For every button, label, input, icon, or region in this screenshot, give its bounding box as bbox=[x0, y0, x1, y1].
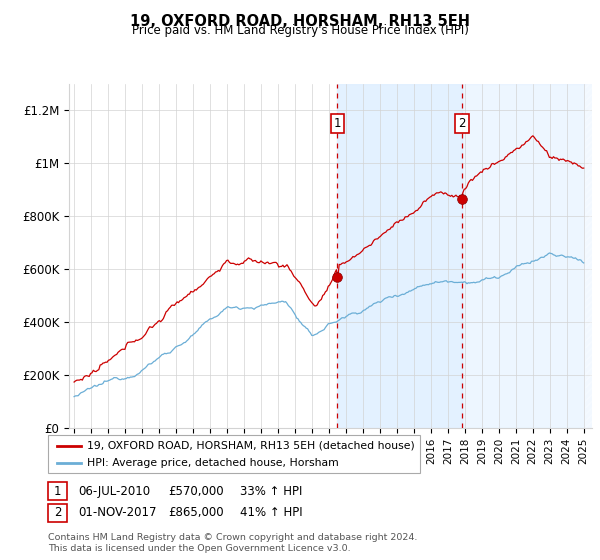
Text: 33% ↑ HPI: 33% ↑ HPI bbox=[240, 484, 302, 498]
Bar bbox=[586, 84, 600, 428]
Text: 2: 2 bbox=[54, 506, 61, 520]
Text: 41% ↑ HPI: 41% ↑ HPI bbox=[240, 506, 302, 520]
Text: HPI: Average price, detached house, Horsham: HPI: Average price, detached house, Hors… bbox=[87, 458, 339, 468]
Text: 19, OXFORD ROAD, HORSHAM, RH13 5EH (detached house): 19, OXFORD ROAD, HORSHAM, RH13 5EH (deta… bbox=[87, 441, 415, 451]
Text: 01-NOV-2017: 01-NOV-2017 bbox=[78, 506, 157, 520]
Bar bbox=[337, 84, 462, 428]
Text: Price paid vs. HM Land Registry's House Price Index (HPI): Price paid vs. HM Land Registry's House … bbox=[131, 24, 469, 37]
Text: £865,000: £865,000 bbox=[168, 506, 224, 520]
Text: 1: 1 bbox=[54, 484, 61, 498]
Text: 06-JUL-2010: 06-JUL-2010 bbox=[78, 484, 150, 498]
Text: 19, OXFORD ROAD, HORSHAM, RH13 5EH: 19, OXFORD ROAD, HORSHAM, RH13 5EH bbox=[130, 14, 470, 29]
Text: £570,000: £570,000 bbox=[168, 484, 224, 498]
Text: Contains HM Land Registry data © Crown copyright and database right 2024.
This d: Contains HM Land Registry data © Crown c… bbox=[48, 533, 418, 553]
Text: 2: 2 bbox=[458, 117, 466, 130]
Text: 1: 1 bbox=[334, 117, 341, 130]
Bar bbox=[462, 84, 600, 428]
